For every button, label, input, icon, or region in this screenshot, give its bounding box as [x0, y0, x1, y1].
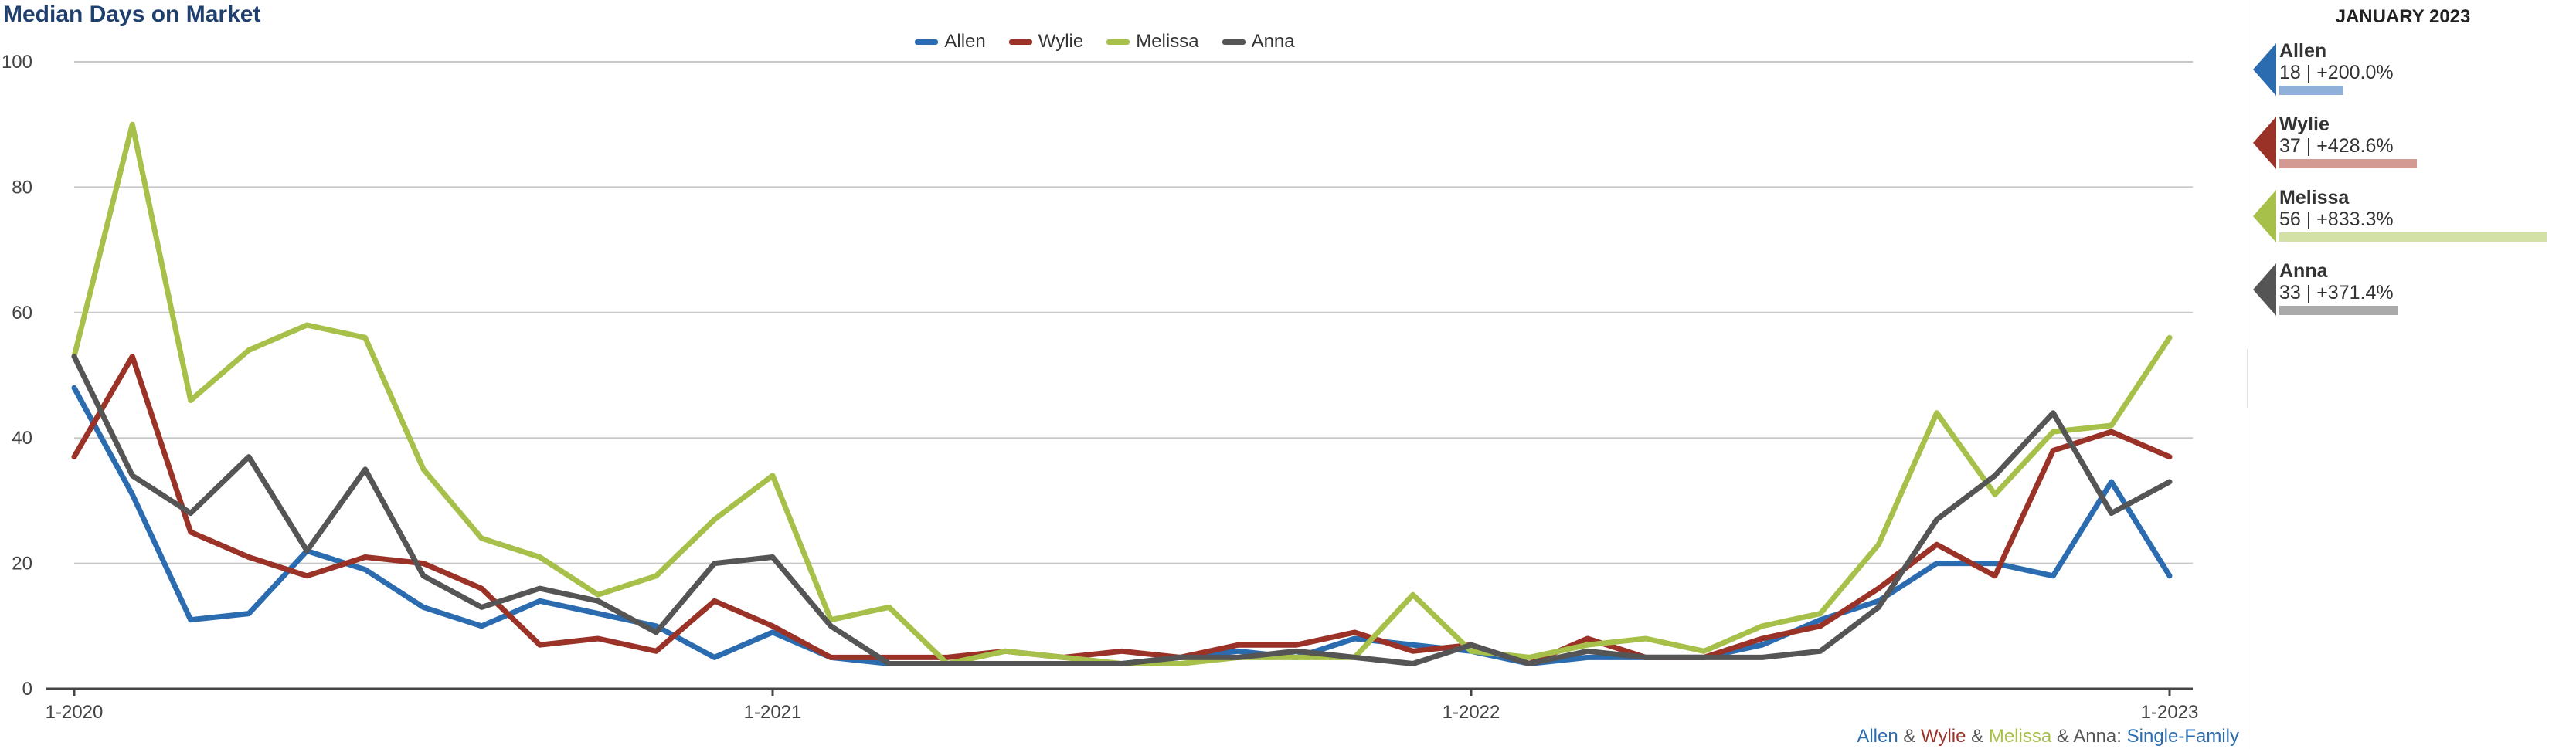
y-tick-label: 20: [12, 554, 32, 574]
legend-label: Anna: [1251, 31, 1295, 52]
panel-item-anna[interactable]: Anna 33 | +371.4%: [2253, 260, 2573, 316]
panel-item-wylie[interactable]: Wylie 37 | +428.6%: [2253, 114, 2573, 169]
panel-item-name: Anna: [2279, 260, 2328, 282]
caret-left-icon: [2253, 43, 2276, 96]
panel-item-bar: [2279, 306, 2398, 315]
panel-item-stat: 56 | +833.3%: [2279, 208, 2394, 230]
panel-item-bar: [2279, 232, 2547, 242]
legend: Allen Wylie Melissa Anna: [0, 31, 2210, 53]
footer-credit: Allen & Wylie & Melissa & Anna: Single-F…: [1857, 726, 2239, 747]
legend-item-melissa[interactable]: Melissa: [1106, 31, 1199, 53]
y-tick-label: 100: [2, 52, 32, 73]
y-tick-label: 40: [12, 428, 32, 449]
legend-label: Melissa: [1136, 31, 1199, 52]
x-tick-label: 1-2022: [1443, 702, 1500, 723]
footer-credit-part: Wylie: [1921, 726, 1966, 747]
legend-label: Allen: [944, 31, 986, 52]
footer-credit-part: Single-Family: [2126, 726, 2239, 747]
footer-credit-part: :: [2116, 726, 2127, 747]
panel-item-bar: [2279, 86, 2343, 95]
x-tick-label: 1-2021: [744, 702, 802, 723]
line-chart: 0 20 40 60 80 100 1-2020 1-2021 1-2022 1-2023: [2, 52, 2199, 723]
panel-item-allen[interactable]: Allen 18 | +200.0%: [2253, 40, 2573, 96]
footer-credit-part: Melissa: [1988, 726, 2052, 747]
legend-item-allen[interactable]: Allen: [915, 31, 986, 53]
panel-title: JANUARY 2023: [2335, 6, 2471, 27]
series-line-wylie: [71, 354, 2173, 666]
y-tick-label: 0: [22, 679, 32, 700]
x-tick-label: 1-2020: [46, 702, 104, 723]
panel-item-name: Melissa: [2279, 187, 2350, 208]
panel-item-stat: 18 | +200.0%: [2279, 62, 2394, 83]
footer-credit-part: &: [2051, 726, 2074, 747]
series-line-anna: [71, 354, 2173, 666]
y-tick-label: 80: [12, 177, 32, 198]
panel-item-name: Allen: [2279, 40, 2327, 62]
caret-left-icon: [2253, 263, 2276, 316]
legend-item-wylie[interactable]: Wylie: [1008, 31, 1084, 53]
panel-item-name: Wylie: [2279, 114, 2330, 135]
legend-swatch: [915, 39, 939, 45]
y-tick-label: 60: [12, 303, 32, 324]
panel-item-bar: [2279, 159, 2417, 168]
legend-swatch: [1222, 39, 1246, 45]
legend-label: Wylie: [1038, 31, 1084, 52]
chart-title: Median Days on Market: [3, 2, 261, 27]
caret-left-icon: [2253, 117, 2276, 169]
legend-item-anna[interactable]: Anna: [1222, 31, 1295, 53]
footer-credit-part: &: [1898, 726, 1922, 747]
panel-item-melissa[interactable]: Melissa 56 | +833.3%: [2253, 187, 2573, 242]
legend-swatch: [1106, 39, 1130, 45]
footer-credit-part: &: [1966, 726, 1989, 747]
footer-credit-part: Allen: [1857, 726, 1898, 747]
panel-item-stat: 33 | +371.4%: [2279, 282, 2394, 303]
x-tick-label: 1-2023: [2141, 702, 2199, 723]
panel-item-stat: 37 | +428.6%: [2279, 135, 2394, 157]
caret-left-icon: [2253, 190, 2276, 242]
side-panel: JANUARY 2023 Allen 18 | +200.0% Wylie 37 | …: [2248, 0, 2576, 749]
legend-swatch: [1008, 39, 1032, 45]
footer-credit-part: Anna: [2073, 726, 2117, 747]
